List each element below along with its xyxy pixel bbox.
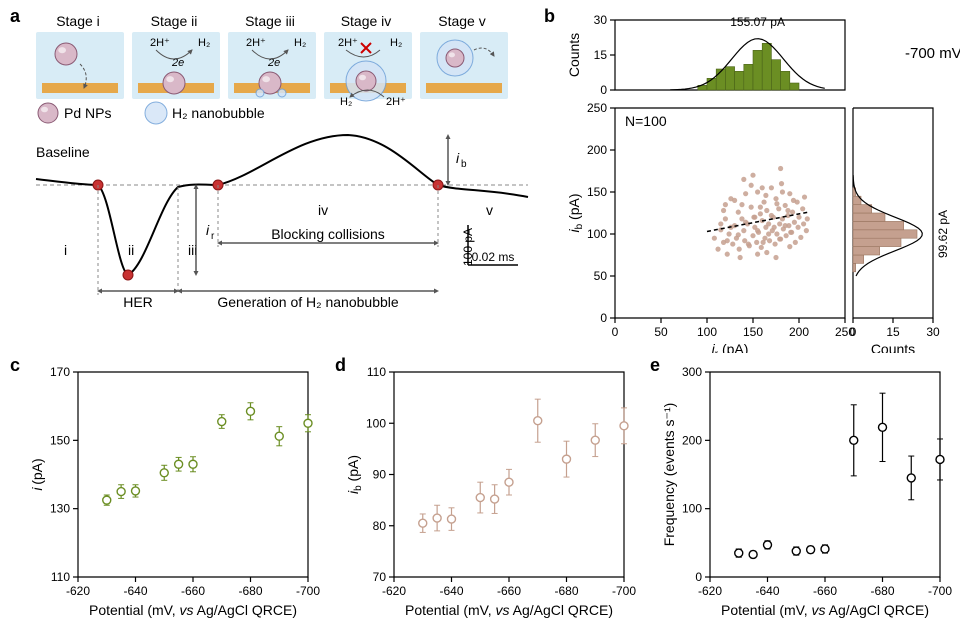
svg-text:100: 100 (587, 227, 607, 241)
svg-text:-700: -700 (928, 584, 952, 598)
svg-text:Frequency (events s⁻¹): Frequency (events s⁻¹) (661, 403, 677, 547)
svg-text:N=100: N=100 (625, 113, 667, 129)
svg-text:300: 300 (682, 365, 702, 379)
svg-text:b: b (461, 159, 467, 170)
svg-text:HER: HER (123, 294, 153, 310)
panel-b-charts: 01530Counts155.07 pA-700 mV0501001502002… (560, 8, 960, 353)
svg-text:i: i (64, 242, 67, 258)
svg-text:250: 250 (587, 101, 607, 115)
svg-text:-660: -660 (181, 584, 205, 598)
svg-text:110: 110 (367, 365, 386, 379)
svg-text:i: i (206, 222, 210, 238)
svg-text:110: 110 (51, 570, 70, 584)
svg-text:Stage i: Stage i (56, 13, 100, 29)
svg-text:2H⁺: 2H⁺ (246, 37, 266, 49)
svg-text:0: 0 (850, 325, 857, 339)
svg-text:ib (pA): ib (pA) (566, 193, 585, 232)
svg-text:H₂: H₂ (340, 96, 352, 108)
svg-text:iv: iv (318, 202, 328, 218)
svg-text:200: 200 (682, 433, 702, 447)
svg-text:ir (pA): ir (pA) (712, 341, 749, 353)
svg-text:Counts: Counts (871, 341, 915, 353)
svg-text:2H⁺: 2H⁺ (386, 96, 406, 108)
svg-text:Generation of H₂ nanobubble: Generation of H₂ nanobubble (217, 294, 399, 310)
panel-c-chart: -620 -640 -660 -680 -700 110 130 150 170 Potentia… (26, 360, 326, 640)
svg-text:15: 15 (594, 48, 608, 62)
svg-text:Stage v: Stage v (438, 13, 485, 29)
svg-text:100: 100 (682, 502, 702, 516)
svg-text:-680: -680 (870, 584, 894, 598)
svg-text:Stage iv: Stage iv (341, 13, 392, 29)
svg-text:Stage iii: Stage iii (245, 13, 295, 29)
svg-text:-660: -660 (813, 584, 837, 598)
svg-text:H₂: H₂ (390, 37, 402, 49)
svg-text:0: 0 (695, 570, 702, 584)
svg-text:2H⁺: 2H⁺ (338, 37, 358, 49)
svg-text:iii: iii (188, 242, 197, 258)
svg-text:150: 150 (743, 325, 763, 339)
panel-label-c: c (10, 355, 20, 376)
svg-text:ii: ii (128, 242, 134, 258)
svg-text:-620: -620 (382, 584, 406, 598)
svg-text:30: 30 (594, 13, 608, 27)
svg-text:H₂: H₂ (198, 37, 210, 49)
svg-text:200: 200 (789, 325, 809, 339)
panel-e-chart: -620 -640 -660 -680 -700 0 100 200 300 Potential … (658, 360, 958, 640)
svg-text:i (pA): i (pA) (29, 458, 48, 490)
svg-text:-700 mV: -700 mV (905, 45, 960, 62)
svg-text:-640: -640 (123, 584, 147, 598)
panel-d-chart: -620 -640 -660 -680 -700 70 80 90 100 110 Potentia… (342, 360, 642, 640)
svg-text:Counts: Counts (566, 33, 582, 77)
panel-a-diagram: Stage i Stage ii Stage iii Stage iv Stage v 2… (28, 8, 548, 353)
svg-text:0.02 ms: 0.02 ms (472, 250, 515, 264)
svg-text:-680: -680 (554, 584, 578, 598)
svg-text:H₂: H₂ (294, 37, 306, 49)
svg-text:v: v (486, 202, 493, 218)
svg-text:-620: -620 (698, 584, 722, 598)
svg-text:Potential (mV, vs Ag/AgCl QRCE: Potential (mV, vs Ag/AgCl QRCE) (89, 602, 297, 618)
svg-text:150: 150 (50, 433, 70, 447)
svg-text:99.62 pA: 99.62 pA (936, 210, 950, 258)
svg-text:-700: -700 (296, 584, 320, 598)
svg-text:70: 70 (373, 570, 387, 584)
svg-text:130: 130 (50, 502, 70, 516)
svg-text:Baseline: Baseline (36, 144, 90, 160)
svg-text:80: 80 (373, 519, 387, 533)
svg-text:200: 200 (587, 143, 607, 157)
svg-text:-640: -640 (439, 584, 463, 598)
svg-text:15: 15 (886, 325, 900, 339)
svg-text:90: 90 (373, 468, 387, 482)
svg-text:r: r (211, 231, 215, 242)
svg-text:170: 170 (50, 365, 70, 379)
svg-text:-680: -680 (238, 584, 262, 598)
svg-text:0: 0 (600, 83, 607, 97)
svg-text:2e: 2e (267, 57, 280, 69)
svg-text:i: i (456, 150, 460, 166)
svg-text:Pd NPs: Pd NPs (64, 105, 111, 121)
svg-text:ib (pA): ib (pA) (345, 455, 364, 494)
svg-text:100: 100 (697, 325, 717, 339)
svg-text:155.07 pA: 155.07 pA (730, 15, 785, 29)
svg-text:Blocking collisions: Blocking collisions (271, 226, 385, 242)
svg-text:-640: -640 (755, 584, 779, 598)
svg-text:-620: -620 (66, 584, 90, 598)
panel-label-a: a (10, 6, 20, 27)
svg-text:0: 0 (600, 311, 607, 325)
svg-text:100: 100 (366, 416, 386, 430)
svg-text:Potential (mV, vs Ag/AgCl QRCE: Potential (mV, vs Ag/AgCl QRCE) (405, 602, 613, 618)
svg-text:50: 50 (654, 325, 668, 339)
svg-text:150: 150 (587, 185, 607, 199)
svg-text:-700: -700 (612, 584, 636, 598)
svg-text:-660: -660 (497, 584, 521, 598)
svg-text:0: 0 (612, 325, 619, 339)
svg-text:Stage ii: Stage ii (151, 13, 198, 29)
svg-text:50: 50 (594, 269, 608, 283)
svg-text:2H⁺: 2H⁺ (150, 37, 170, 49)
svg-text:2e: 2e (171, 57, 184, 69)
svg-text:30: 30 (926, 325, 940, 339)
svg-text:Potential (mV, vs Ag/AgCl QRCE: Potential (mV, vs Ag/AgCl QRCE) (721, 602, 929, 618)
svg-text:H₂ nanobubble: H₂ nanobubble (172, 105, 265, 121)
